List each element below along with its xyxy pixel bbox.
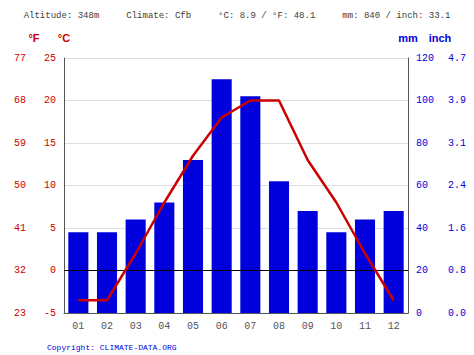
svg-text:08: 08	[273, 321, 285, 332]
svg-text:10: 10	[44, 180, 56, 191]
svg-text:68: 68	[14, 95, 26, 106]
svg-text:04: 04	[158, 321, 170, 332]
svg-text:50: 50	[14, 180, 26, 191]
svg-text:03: 03	[130, 321, 142, 332]
svg-text:07: 07	[244, 321, 256, 332]
svg-text:60: 60	[416, 180, 428, 191]
svg-text:0.8: 0.8	[448, 265, 466, 276]
svg-text:inch: inch	[429, 32, 452, 44]
svg-text:-5: -5	[44, 308, 56, 319]
svg-text:0: 0	[50, 265, 56, 276]
svg-text:°F: °F	[28, 32, 39, 44]
svg-text:5: 5	[50, 223, 56, 234]
svg-text:0.0: 0.0	[448, 308, 466, 319]
svg-text:Altitude: 348m Climate: Cf: Altitude: 348m Climate: Cfb °C: 8.9 / °F…	[24, 11, 451, 21]
svg-text:01: 01	[72, 321, 84, 332]
svg-text:3.9: 3.9	[448, 95, 466, 106]
svg-text:05: 05	[187, 321, 199, 332]
svg-text:02: 02	[101, 321, 113, 332]
svg-text:41: 41	[14, 223, 26, 234]
svg-text:3.1: 3.1	[448, 138, 466, 149]
svg-text:Copyright: CLIMATE-DATA.ORG: Copyright: CLIMATE-DATA.ORG	[47, 343, 177, 352]
svg-text:06: 06	[216, 321, 228, 332]
svg-text:12: 12	[388, 321, 400, 332]
svg-text:120: 120	[416, 53, 434, 64]
svg-text:23: 23	[14, 308, 26, 319]
svg-text:32: 32	[14, 265, 26, 276]
svg-text:°C: °C	[58, 32, 70, 44]
svg-text:20: 20	[416, 265, 428, 276]
svg-text:mm: mm	[398, 32, 418, 44]
svg-text:100: 100	[416, 95, 434, 106]
svg-text:25: 25	[44, 53, 56, 64]
svg-text:77: 77	[14, 53, 26, 64]
svg-text:11: 11	[359, 321, 371, 332]
svg-text:1.6: 1.6	[448, 223, 466, 234]
svg-text:4.7: 4.7	[448, 53, 466, 64]
svg-text:20: 20	[44, 95, 56, 106]
svg-text:15: 15	[44, 138, 56, 149]
svg-text:80: 80	[416, 138, 428, 149]
svg-text:40: 40	[416, 223, 428, 234]
svg-text:09: 09	[302, 321, 314, 332]
svg-text:59: 59	[14, 138, 26, 149]
svg-text:10: 10	[330, 321, 342, 332]
svg-text:2.4: 2.4	[448, 180, 466, 191]
svg-text:0: 0	[416, 308, 422, 319]
